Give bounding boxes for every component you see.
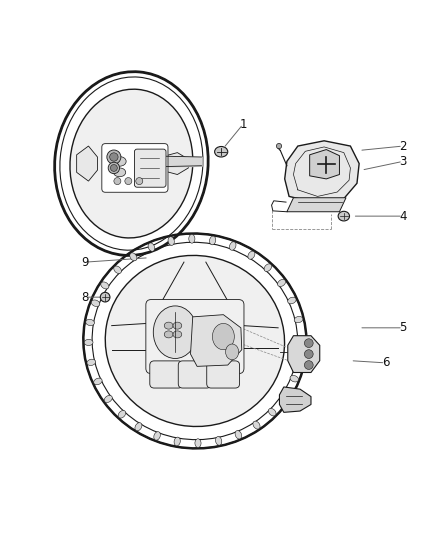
Ellipse shape bbox=[125, 177, 132, 184]
Text: 9: 9 bbox=[81, 256, 89, 269]
Ellipse shape bbox=[113, 168, 126, 177]
Ellipse shape bbox=[281, 393, 289, 400]
Ellipse shape bbox=[173, 331, 182, 338]
Ellipse shape bbox=[295, 357, 304, 362]
Ellipse shape bbox=[174, 437, 180, 446]
Ellipse shape bbox=[264, 264, 272, 271]
Ellipse shape bbox=[86, 319, 95, 326]
Ellipse shape bbox=[135, 423, 142, 431]
Ellipse shape bbox=[114, 177, 121, 184]
Polygon shape bbox=[310, 150, 339, 179]
Ellipse shape bbox=[92, 300, 100, 306]
Polygon shape bbox=[288, 336, 320, 373]
Ellipse shape bbox=[294, 317, 303, 322]
Ellipse shape bbox=[130, 253, 137, 261]
Ellipse shape bbox=[113, 157, 126, 166]
Ellipse shape bbox=[164, 322, 173, 329]
Ellipse shape bbox=[136, 177, 143, 184]
Ellipse shape bbox=[248, 251, 255, 259]
Ellipse shape bbox=[288, 297, 296, 304]
Ellipse shape bbox=[105, 255, 285, 426]
Ellipse shape bbox=[278, 279, 286, 287]
FancyBboxPatch shape bbox=[102, 143, 168, 192]
Ellipse shape bbox=[235, 431, 242, 439]
Polygon shape bbox=[191, 314, 242, 366]
Ellipse shape bbox=[209, 236, 216, 245]
Ellipse shape bbox=[107, 150, 121, 164]
Ellipse shape bbox=[215, 437, 222, 445]
Ellipse shape bbox=[84, 340, 93, 345]
Polygon shape bbox=[77, 146, 97, 181]
Ellipse shape bbox=[212, 324, 234, 350]
Ellipse shape bbox=[215, 147, 228, 157]
Ellipse shape bbox=[338, 211, 350, 221]
Ellipse shape bbox=[304, 339, 313, 348]
Ellipse shape bbox=[195, 439, 201, 448]
Ellipse shape bbox=[226, 344, 239, 360]
Ellipse shape bbox=[173, 322, 182, 329]
Ellipse shape bbox=[110, 165, 117, 172]
Ellipse shape bbox=[114, 266, 121, 273]
FancyBboxPatch shape bbox=[207, 361, 240, 388]
Text: 5: 5 bbox=[399, 321, 406, 334]
Polygon shape bbox=[161, 152, 188, 174]
Ellipse shape bbox=[189, 235, 195, 243]
Text: 1: 1 bbox=[239, 118, 247, 131]
Ellipse shape bbox=[108, 162, 120, 174]
Ellipse shape bbox=[230, 242, 236, 250]
Ellipse shape bbox=[276, 143, 282, 149]
Ellipse shape bbox=[100, 292, 110, 302]
Ellipse shape bbox=[253, 421, 260, 429]
Ellipse shape bbox=[101, 282, 109, 289]
Ellipse shape bbox=[290, 375, 298, 382]
Ellipse shape bbox=[55, 72, 208, 255]
Ellipse shape bbox=[87, 359, 95, 366]
Ellipse shape bbox=[164, 331, 173, 338]
Ellipse shape bbox=[94, 378, 102, 385]
Ellipse shape bbox=[153, 306, 197, 359]
FancyBboxPatch shape bbox=[146, 300, 244, 374]
Text: 4: 4 bbox=[399, 209, 407, 223]
Ellipse shape bbox=[154, 432, 160, 440]
Text: 2: 2 bbox=[399, 140, 407, 152]
FancyBboxPatch shape bbox=[178, 361, 211, 388]
Polygon shape bbox=[287, 198, 346, 212]
Ellipse shape bbox=[168, 237, 174, 245]
Polygon shape bbox=[279, 387, 311, 413]
Ellipse shape bbox=[118, 410, 126, 418]
Ellipse shape bbox=[268, 408, 276, 416]
Ellipse shape bbox=[70, 89, 193, 238]
Ellipse shape bbox=[304, 361, 313, 369]
Polygon shape bbox=[285, 141, 359, 203]
Text: 3: 3 bbox=[399, 155, 406, 168]
FancyBboxPatch shape bbox=[150, 361, 183, 388]
Ellipse shape bbox=[304, 350, 313, 359]
Ellipse shape bbox=[148, 243, 155, 252]
Ellipse shape bbox=[297, 336, 306, 343]
FancyBboxPatch shape bbox=[134, 149, 166, 187]
Ellipse shape bbox=[83, 233, 307, 448]
Text: 8: 8 bbox=[82, 290, 89, 304]
Ellipse shape bbox=[110, 153, 118, 161]
Text: 6: 6 bbox=[381, 357, 389, 369]
Ellipse shape bbox=[104, 395, 112, 402]
